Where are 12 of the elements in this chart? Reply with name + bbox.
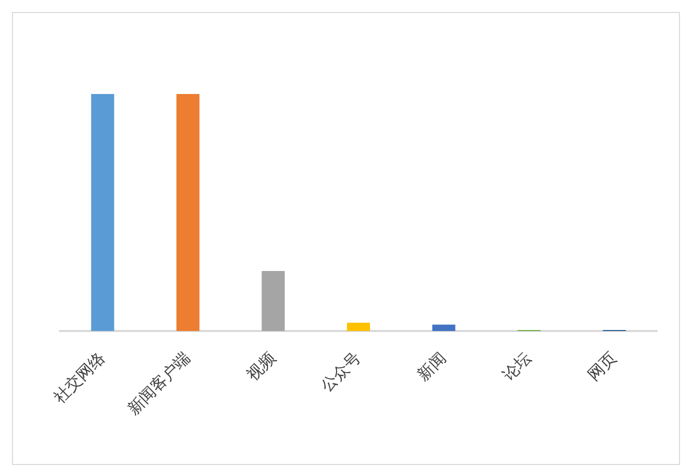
- x-tick-label: 新闻: [414, 348, 450, 384]
- x-tick-label: 新闻客户端: [124, 348, 194, 418]
- bar: [262, 271, 285, 331]
- bar: [176, 94, 200, 331]
- x-tick-label: 网页: [586, 350, 620, 384]
- bar: [432, 324, 456, 331]
- x-tick-label: 公众号: [318, 350, 364, 396]
- bar: [91, 94, 114, 331]
- bar: [346, 322, 370, 331]
- x-tick-label: 社交网络: [50, 348, 108, 407]
- x-tick-label: 视频: [244, 348, 280, 384]
- x-tick-label: 论坛: [500, 350, 535, 384]
